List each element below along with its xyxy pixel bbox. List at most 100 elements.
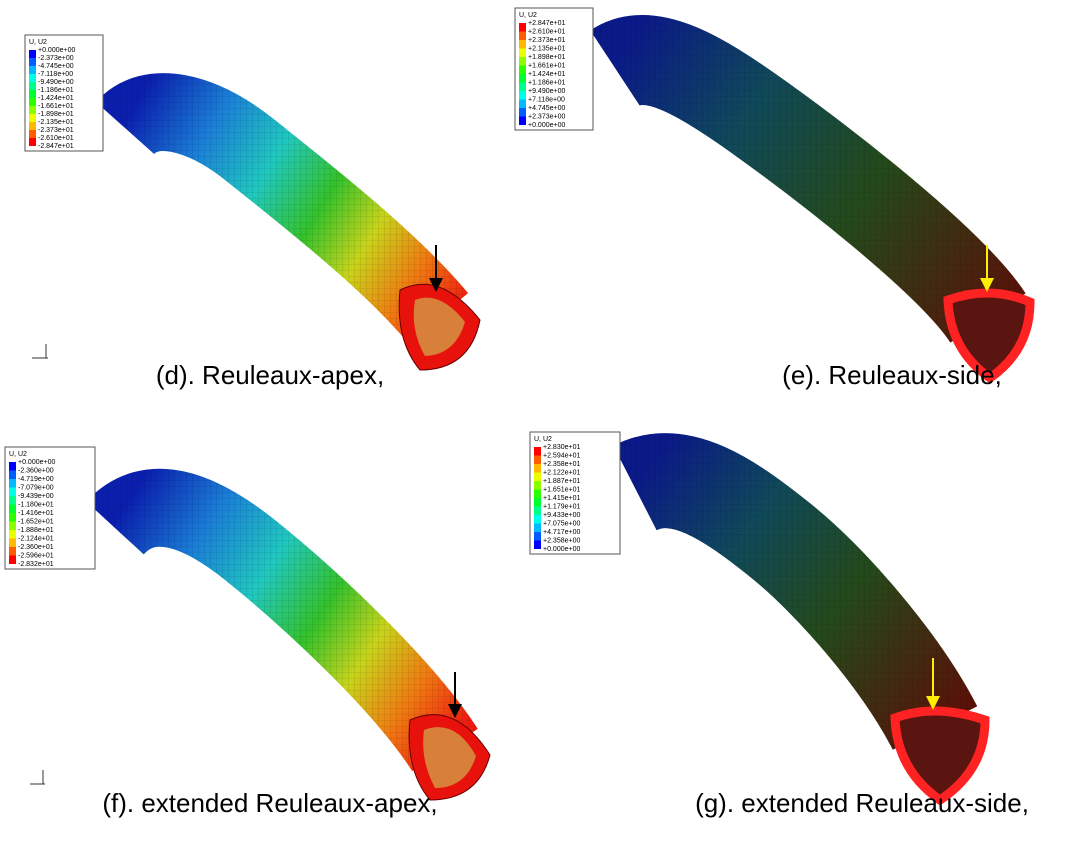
legend-label: -2.610e+01	[38, 135, 74, 142]
legend-swatch	[519, 91, 526, 100]
legend-swatch	[29, 74, 36, 82]
legend-title: U, U2	[534, 436, 552, 443]
legend-label: +9.490e+00	[528, 88, 565, 95]
legend-label: +2.358e+01	[543, 461, 580, 468]
legend-label: +4.717e+00	[543, 529, 580, 536]
legend-label: -4.745e+00	[38, 63, 74, 70]
legend-swatch	[534, 473, 541, 482]
legend-label: +2.830e+01	[543, 444, 580, 451]
legend-swatch	[9, 479, 16, 488]
legend-swatch	[519, 40, 526, 49]
legend-label: -2.373e+01	[38, 127, 74, 134]
legend: U, U2+0.000e+00-2.360e+00 -4.719e+00-7.07…	[5, 447, 95, 569]
legend-label: -2.832e+01	[18, 561, 54, 568]
caption: (d). Reuleaux-apex,	[156, 360, 384, 390]
legend-swatch	[519, 32, 526, 41]
legend-swatch	[534, 515, 541, 524]
legend-label: +1.186e+01	[528, 79, 565, 86]
figure: U, U2+0.000e+00-2.373e+00-4.745e+00-7.11…	[0, 0, 1070, 849]
legend-label: -2.360e+01	[18, 544, 54, 551]
legend-swatch	[534, 490, 541, 499]
legend-swatch	[534, 524, 541, 533]
legend-label: -1.898e+01	[38, 111, 74, 118]
legend-label: -2.847e+01	[38, 143, 74, 150]
legend-label: -1.652e+01	[18, 518, 54, 525]
legend-swatch	[519, 23, 526, 32]
legend-swatch	[519, 66, 526, 75]
legend-label: -7.118e+00	[38, 71, 73, 78]
legend-label: -9.490e+00	[38, 79, 74, 86]
legend-title: U, U2	[29, 39, 47, 46]
legend-swatch	[9, 496, 16, 505]
legend-swatch	[29, 138, 36, 146]
legend-label: +0.000e+00	[528, 122, 565, 129]
legend-label: +2.594e+01	[543, 452, 580, 459]
legend-swatch	[534, 447, 541, 456]
legend-label: +2.373e+00	[528, 113, 565, 120]
legend-title: U, U2	[519, 12, 537, 19]
legend-swatch	[519, 83, 526, 92]
legend-label: +2.610e+01	[528, 28, 565, 35]
legend-swatch	[9, 556, 16, 565]
legend-label: -2.135e+01	[38, 119, 74, 126]
legend-swatch	[534, 464, 541, 473]
legend-swatch	[29, 122, 36, 130]
legend-label: +7.118e+00	[528, 96, 565, 103]
legend-swatch	[519, 57, 526, 66]
legend-swatch	[9, 462, 16, 471]
legend-swatch	[519, 74, 526, 83]
legend-swatch	[29, 66, 36, 74]
legend-label: -4.719e+00	[18, 476, 54, 483]
legend-label: -7.079e+00	[18, 484, 54, 491]
legend-swatch	[519, 108, 526, 117]
legend-label: -1.186e+01	[38, 87, 74, 94]
legend-label: +1.415e+01	[543, 495, 580, 502]
legend-swatch	[29, 90, 36, 98]
legend-label: +0.000e+00	[38, 47, 75, 54]
legend: U, U2+2.830e+01+2.594e+01+2.358e+01+2.12…	[530, 432, 620, 554]
legend-swatch	[534, 456, 541, 465]
legend-label: +1.898e+01	[528, 54, 565, 61]
legend-swatch	[9, 471, 16, 480]
legend-swatch	[29, 114, 36, 122]
legend-swatch	[519, 117, 526, 126]
legend-label: +0.000e+00	[543, 546, 580, 553]
legend-swatch	[29, 58, 36, 66]
legend-label: +1.651e+01	[543, 486, 580, 493]
legend-label: +1.661e+01	[528, 62, 565, 69]
legend-swatch	[9, 530, 16, 539]
legend-label: -1.416e+01	[18, 510, 54, 517]
legend-swatch	[534, 498, 541, 507]
legend: U, U2+0.000e+00-2.373e+00-4.745e+00-7.11…	[25, 35, 103, 151]
legend-label: +2.135e+01	[528, 45, 565, 52]
legend-swatch	[9, 513, 16, 522]
legend-swatch	[534, 507, 541, 516]
legend-label: -1.180e+01	[18, 501, 54, 508]
legend-label: +2.358e+00	[543, 537, 580, 544]
legend-label: +7.075e+00	[543, 520, 580, 527]
legend-label: +1.887e+01	[543, 478, 580, 485]
legend-label: +0.000e+00	[18, 459, 55, 466]
legend-swatch	[9, 505, 16, 514]
legend-swatch	[9, 547, 16, 556]
legend-label: +2.373e+01	[528, 37, 565, 44]
legend-swatch	[9, 488, 16, 497]
legend-label: +1.179e+01	[543, 503, 580, 510]
legend-label: -2.124e+01	[18, 535, 54, 542]
legend-swatch	[29, 130, 36, 138]
legend-title: U, U2	[9, 451, 27, 458]
legend-label: -9.439e+00	[18, 493, 54, 500]
legend-label: -2.360e+00	[18, 467, 54, 474]
caption: (e). Reuleaux-side,	[782, 360, 1002, 390]
caption: (g). extended Reuleaux-side,	[695, 788, 1029, 818]
legend-label: -1.661e+01	[38, 103, 74, 110]
legend-swatch	[9, 522, 16, 531]
legend-swatch	[29, 82, 36, 90]
caption: (f). extended Reuleaux-apex,	[102, 788, 437, 818]
legend-label: -2.596e+01	[18, 552, 54, 559]
legend: U, U2+2.847e+01+2.610e+01 +2.373e+01+2.13…	[515, 8, 593, 130]
legend-label: -2.373e+00	[38, 55, 74, 62]
legend-label: -1.888e+01	[18, 527, 54, 534]
legend-swatch	[29, 106, 36, 114]
legend-label: +2.847e+01	[528, 20, 565, 27]
